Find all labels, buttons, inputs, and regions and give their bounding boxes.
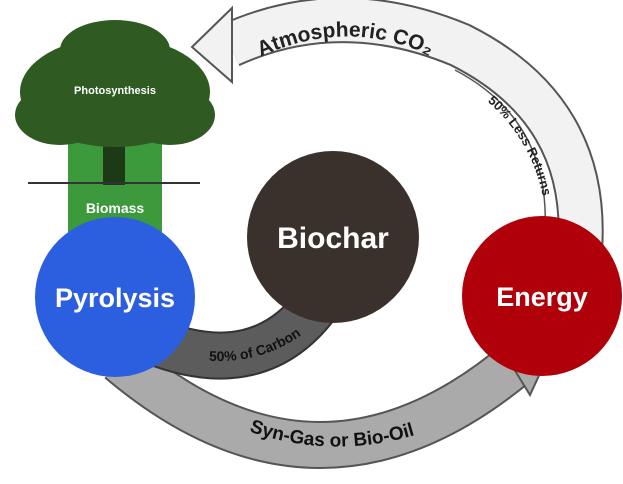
tree-label: Photosynthesis — [74, 85, 156, 97]
node-label: Biochar — [277, 222, 389, 255]
stem-label: Biomass — [86, 200, 145, 216]
node-label: Pyrolysis — [55, 283, 175, 313]
node-label: Energy — [496, 282, 588, 312]
diagram: Photosynthesis Biomass Pyrolysis Biochar… — [0, 0, 623, 484]
